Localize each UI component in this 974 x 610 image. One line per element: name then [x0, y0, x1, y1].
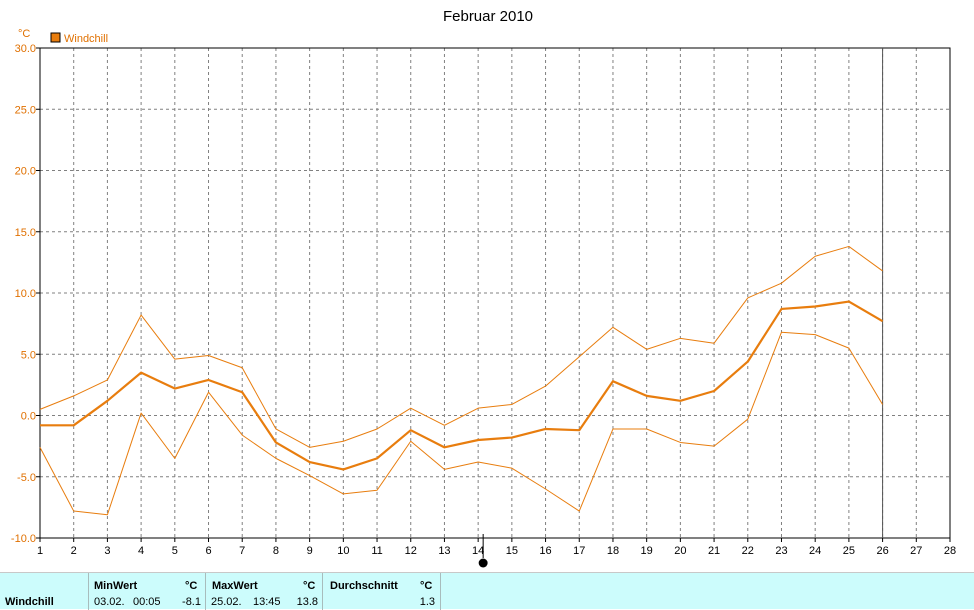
- plot-frame: [39, 47, 951, 539]
- y-tick-label: 10.0: [15, 288, 36, 300]
- x-tick-label: 1: [37, 545, 43, 557]
- legend-label: Windchill: [64, 33, 108, 45]
- x-tick-label: 14: [472, 545, 484, 557]
- series-lines: [39, 245, 884, 516]
- series-line-max: [39, 245, 883, 448]
- x-tick-label: 24: [809, 545, 821, 557]
- x-tick-label: 12: [405, 545, 417, 557]
- x-tick-label: 26: [876, 545, 888, 557]
- x-tick-label: 5: [172, 545, 178, 557]
- x-tick-label: 3: [104, 545, 110, 557]
- x-tick-label: 27: [910, 545, 922, 557]
- min-label: MinWert: [94, 580, 138, 592]
- legend-swatch: [50, 32, 61, 43]
- x-tick-label: 20: [674, 545, 686, 557]
- max-unit: °C: [303, 580, 316, 592]
- max-date: 25.02.: [211, 596, 242, 608]
- min-time: 00:05: [133, 596, 161, 608]
- stats-series-cell: Windchill: [0, 573, 89, 610]
- x-tick-label: 2: [71, 545, 77, 557]
- x-tick-label: 17: [573, 545, 585, 557]
- x-tick-label: 23: [775, 545, 787, 557]
- x-tick-label: 22: [742, 545, 754, 557]
- y-tick-label: 20.0: [15, 166, 36, 178]
- x-tick-label: 7: [239, 545, 245, 557]
- x-tick-label: 8: [273, 545, 279, 557]
- y-tick-label: 25.0: [15, 104, 36, 116]
- y-axis-unit: °C: [18, 28, 30, 40]
- avg-label: Durchschnitt: [330, 580, 398, 592]
- y-tick-label: 15.0: [15, 227, 36, 239]
- min-value: -8.1: [182, 596, 201, 608]
- windchill-chart: Februar 2010 °C Windchill -10.0 -5.0 0.0 5.…: [11, 8, 956, 568]
- x-tick-label: 15: [506, 545, 518, 557]
- y-tick-label: 0.0: [21, 411, 36, 423]
- max-label: MaxWert: [212, 580, 258, 592]
- x-tick-label: 21: [708, 545, 720, 557]
- max-value: 13.8: [296, 596, 318, 608]
- stats-min-cell: MinWert °C 03.02. 00:05 -8.1: [89, 573, 206, 610]
- x-tick-label: 10: [337, 545, 349, 557]
- x-tick-label: 28: [944, 545, 956, 557]
- x-tick-label: 25: [843, 545, 855, 557]
- avg-value: 1.3: [419, 596, 435, 608]
- stats-max-cell: MaxWert °C 25.02. 13:45 13.8: [206, 573, 323, 610]
- x-tick-label: 18: [607, 545, 619, 557]
- stats-avg-cell: Durchschnitt °C 1.3: [323, 573, 441, 610]
- y-tick-label: 30.0: [15, 43, 36, 55]
- x-tick-label: 11: [371, 545, 382, 557]
- x-tick-label: 19: [641, 545, 653, 557]
- y-tick-label: -5.0: [17, 472, 36, 484]
- y-tick-label: -10.0: [11, 533, 36, 545]
- min-date: 03.02.: [94, 596, 125, 608]
- x-tick-label: 6: [205, 545, 211, 557]
- y-tick-labels: -10.0 -5.0 0.0 5.0 10.0 15.0 20.0 25.0 30.0: [11, 43, 40, 545]
- avg-unit: °C: [420, 580, 433, 592]
- day-marker[interactable]: [478, 534, 488, 568]
- x-tick-label: 13: [438, 545, 450, 557]
- x-tick-label: 9: [307, 545, 313, 557]
- max-time: 13:45: [253, 596, 281, 608]
- stats-series-label: Windchill: [5, 596, 54, 608]
- x-tick-label: 16: [539, 545, 551, 557]
- y-tick-label: 5.0: [21, 349, 36, 361]
- grid-lines: [40, 48, 950, 538]
- chart-title: Februar 2010: [443, 8, 533, 25]
- x-tick-label: 4: [138, 545, 144, 557]
- stats-bar: Windchill MinWert °C 03.02. 00:05 -8.1 M…: [0, 572, 974, 610]
- min-unit: °C: [185, 580, 198, 592]
- x-tick-labels: 1 2 3 4 5 6 7 8 9 10 11 12 13 14 15 16 17 18 19 20 21 22 23 24 2…: [37, 538, 956, 557]
- day-marker-dot[interactable]: [478, 558, 488, 568]
- series-line-average: [40, 300, 884, 471]
- series-line-min: [39, 331, 884, 516]
